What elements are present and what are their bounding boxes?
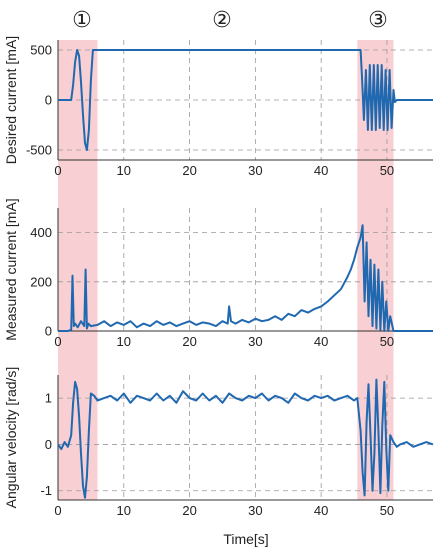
series-line-1 — [58, 224, 433, 332]
x-tick-label: 40 — [314, 503, 328, 518]
highlight-region-1 — [58, 40, 98, 500]
x-tick-label: 50 — [380, 334, 394, 349]
x-tick-label: 40 — [314, 163, 328, 178]
x-tick-label: 0 — [54, 334, 61, 349]
y-tick-label: -500 — [26, 143, 52, 158]
y-axis-label: Angular velocity [rad/s] — [3, 367, 19, 509]
y-axis-label: Desired current [mA] — [3, 36, 19, 164]
phase-markers: ① ② ③ — [72, 8, 388, 33]
y-tick-label: 400 — [30, 225, 52, 240]
x-tick-label: 20 — [182, 503, 196, 518]
x-tick-label: 30 — [248, 163, 262, 178]
x-tick-label: 30 — [248, 503, 262, 518]
x-tick-label: 10 — [117, 334, 131, 349]
phase-marker-2: ② — [212, 8, 232, 33]
y-tick-label: 1 — [45, 391, 52, 406]
x-tick-label: 10 — [117, 503, 131, 518]
series-line-1 — [57, 378, 434, 499]
x-tick-label: 50 — [380, 503, 394, 518]
x-tick-label: 30 — [248, 334, 262, 349]
x-tick-label: 20 — [182, 163, 196, 178]
y-axis-label: Measured current [mA] — [3, 198, 19, 340]
y-tick-label: 0 — [45, 437, 52, 452]
highlight-layer — [58, 40, 394, 500]
y-tick-label: 200 — [30, 274, 52, 289]
x-tick-label: 20 — [182, 334, 196, 349]
x-tick-label: 50 — [380, 163, 394, 178]
x-tick-label: 0 — [54, 163, 61, 178]
series-line-1 — [58, 49, 433, 151]
x-tick-label: 10 — [117, 163, 131, 178]
y-tick-label: -1 — [40, 483, 52, 498]
x-axis-label: Time[s] — [223, 531, 268, 547]
y-tick-label: 0 — [45, 324, 52, 339]
x-tick-label: 40 — [314, 334, 328, 349]
y-tick-label: 0 — [45, 93, 52, 108]
x-tick-label: 0 — [54, 503, 61, 518]
y-tick-label: 500 — [30, 43, 52, 58]
panel-2: 0 10 20 30 40 50 0 200 400 Measured current [mA] — [3, 198, 433, 349]
phase-marker-1: ① — [72, 8, 92, 33]
phase-marker-3: ③ — [368, 8, 388, 33]
